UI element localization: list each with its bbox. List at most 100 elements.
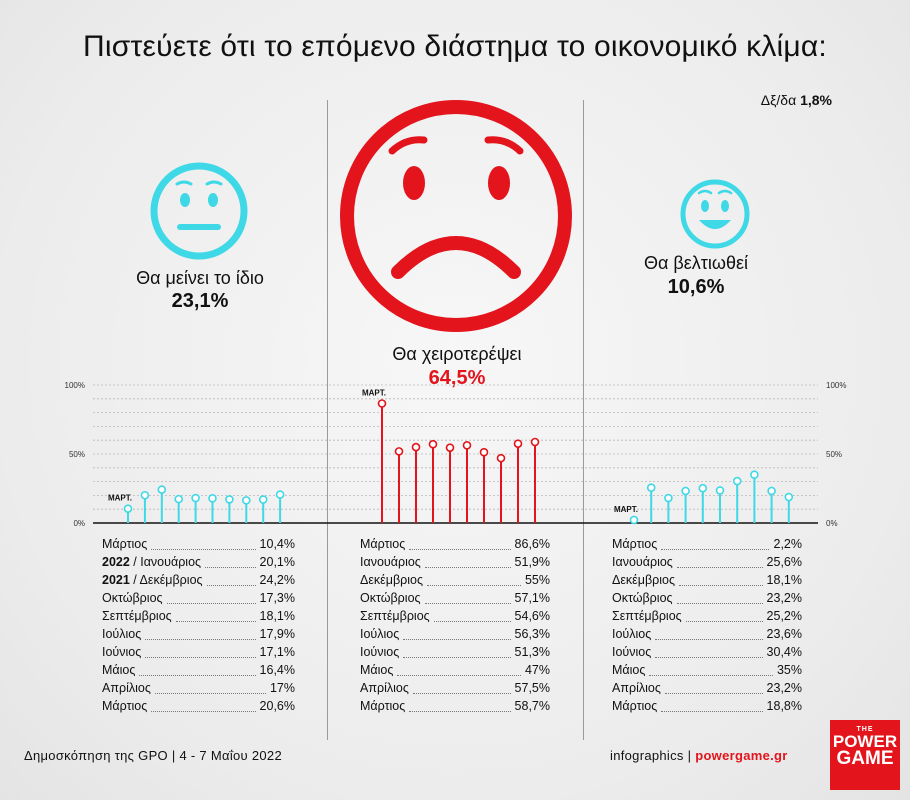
row-value: 16,4% — [259, 663, 295, 677]
category-label-better: Θα βελτιωθεί — [644, 253, 748, 273]
row-value: 23,2% — [766, 591, 802, 605]
row-month: Οκτώβριος — [360, 591, 421, 605]
row-month: Σεπτέμβριος — [102, 609, 172, 623]
lollipop-point — [646, 483, 656, 492]
row-label: Μάρτιος — [360, 697, 405, 715]
footer-url-link[interactable]: powergame.gr — [695, 748, 788, 763]
march-marker-label: ΜΑΡΤ. — [362, 388, 386, 397]
row-month: / Ιανουάριος — [129, 555, 202, 569]
lollipop-point — [445, 443, 455, 452]
row-leader-dots — [397, 675, 521, 676]
row-value: 17,3% — [259, 591, 295, 605]
dk-da-note: Δξ/δα 1,8% — [761, 92, 832, 108]
row-month: Μάρτιος — [360, 699, 406, 713]
logo-the: THE — [856, 726, 874, 733]
march-marker-label: ΜΑΡΤ. — [108, 494, 132, 503]
row-year: 2021 — [102, 573, 130, 587]
footer-source: Δημοσκόπηση της GPO | 4 - 7 Μαΐου 2022 — [24, 748, 282, 763]
row-value: 24,2% — [259, 573, 295, 587]
row-month: Μάρτιος — [612, 537, 658, 551]
row-month: Μάρτιος — [612, 699, 658, 713]
footer-credit: infographics | powergame.gr — [610, 748, 788, 763]
lollipop-point — [479, 447, 489, 457]
table-row: Ιούνιος 17,1% — [102, 643, 295, 661]
table-row: Μάρτιος 86,6% — [360, 535, 550, 553]
row-leader-dots — [145, 657, 256, 658]
row-label: Μάρτιος — [612, 697, 657, 715]
row-leader-dots — [425, 567, 511, 568]
row-value: 17,1% — [259, 645, 295, 659]
row-label: Απρίλιος — [102, 679, 151, 697]
row-month: Σεπτέμβριος — [360, 609, 430, 623]
row-leader-dots — [205, 567, 256, 568]
table-row: Μάρτιος 18,8% — [612, 697, 802, 715]
lollipop-point — [428, 439, 438, 449]
chart-marks: ΜΑΡΤ. ΜΑΡΤ. ΜΑΡΤ. — [108, 388, 794, 525]
tick-label-left: 100% — [65, 381, 85, 390]
table-row: Απρίλιος 57,5% — [360, 679, 550, 697]
row-value: 17% — [269, 681, 295, 695]
row-label: Ιανουάριος — [360, 553, 421, 571]
row-month: Μάιος — [360, 663, 394, 677]
lollipop-point — [530, 437, 540, 447]
row-leader-dots — [425, 603, 511, 604]
row-label: Σεπτέμβριος — [102, 607, 172, 625]
lollipop-point — [732, 476, 742, 486]
row-value: 56,3% — [514, 627, 550, 641]
row-leader-dots — [677, 567, 763, 568]
lollipop-point — [191, 493, 200, 503]
row-month: Μάιος — [102, 663, 136, 677]
row-value: 2,2% — [773, 537, 803, 551]
row-leader-dots — [139, 675, 256, 676]
row-month: Απρίλιος — [360, 681, 409, 695]
table-row: Ιούλιος 56,3% — [360, 625, 550, 643]
lollipop-point — [513, 439, 523, 448]
row-leader-dots — [679, 585, 763, 586]
row-label: Μάρτιος — [612, 535, 657, 553]
table-row: 2021 / Δεκέμβριος 24,2% — [102, 571, 295, 589]
dk-da-label: Δξ/δα — [760, 92, 797, 108]
row-leader-dots — [409, 549, 511, 550]
row-label: Οκτώβριος — [612, 589, 673, 607]
table-row: Μάιος 16,4% — [102, 661, 295, 679]
lollipop-point — [157, 485, 167, 494]
row-month: Ιανουάριος — [612, 555, 673, 569]
row-leader-dots — [655, 639, 763, 640]
row-leader-dots — [427, 585, 521, 586]
row-leader-dots — [151, 549, 256, 550]
table-row: Δεκέμβριος 18,1% — [612, 571, 802, 589]
row-leader-dots — [403, 657, 511, 658]
lollipop-point — [496, 453, 506, 463]
lollipop-point — [242, 496, 251, 505]
row-label: Ιανουάριος — [612, 553, 673, 571]
lollipop-point — [784, 492, 794, 502]
row-month: Ιανουάριος — [360, 555, 421, 569]
column-divider — [327, 100, 328, 740]
row-label: Μάρτιος — [102, 697, 147, 715]
row-label: Σεπτέμβριος — [612, 607, 682, 625]
tick-label-left: 0% — [73, 519, 85, 528]
row-month: Ιούνιος — [612, 645, 652, 659]
row-value: 25,6% — [766, 555, 802, 569]
table-row: Σεπτέμβριος 54,6% — [360, 607, 550, 625]
row-month: Οκτώβριος — [612, 591, 673, 605]
lollipop-point — [767, 486, 776, 496]
row-leader-dots — [155, 693, 266, 694]
row-value: 10,4% — [259, 537, 295, 551]
table-row: Οκτώβριος 23,2% — [612, 589, 802, 607]
row-leader-dots — [176, 621, 256, 622]
lollipop-point — [715, 486, 725, 495]
table-row: Μάρτιος 58,7% — [360, 697, 550, 715]
category-label-worse: Θα χειροτερέψει — [392, 344, 522, 364]
chart-axes: 0% 0% 50% 50% 100% 100% — [65, 381, 847, 528]
row-value: 20,6% — [259, 699, 295, 713]
row-label: Απρίλιος — [612, 679, 661, 697]
lollipop-point — [411, 442, 421, 452]
row-value: 30,4% — [766, 645, 802, 659]
sad-face-icon — [340, 100, 572, 332]
table-row: Ιούνιος 30,4% — [612, 643, 802, 661]
row-month: Ιούλιος — [102, 627, 142, 641]
lollipop-point — [462, 441, 472, 450]
table-row: Σεπτέμβριος 25,2% — [612, 607, 802, 625]
row-value: 51,9% — [514, 555, 550, 569]
